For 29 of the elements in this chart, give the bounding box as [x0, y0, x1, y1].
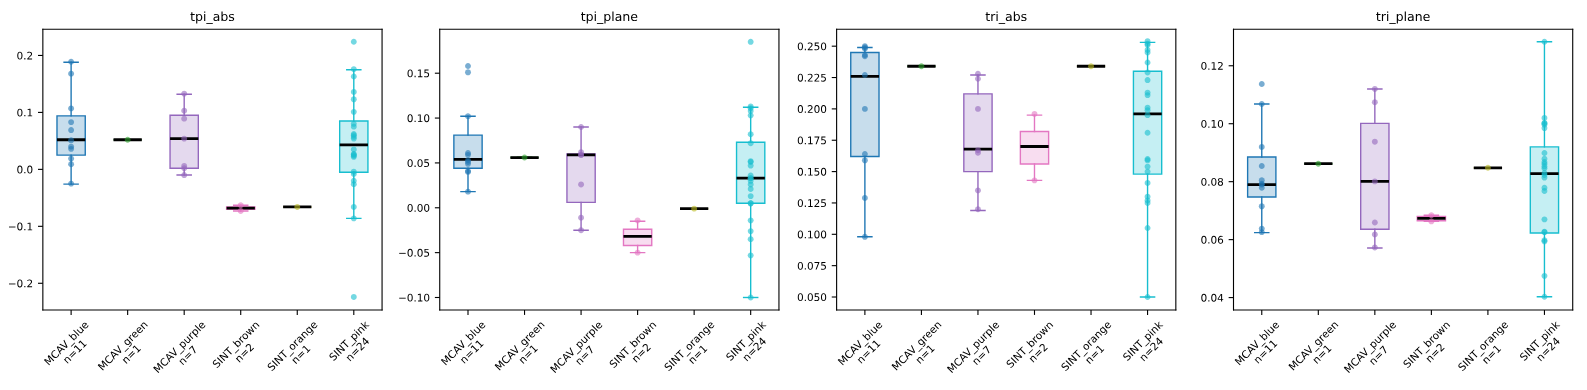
- y-tick-label: 0.250: [797, 42, 827, 51]
- y-tick-label: 0.2: [17, 51, 33, 60]
- y-tick-label: 0.04: [1201, 293, 1224, 302]
- y-tick-label: 0.050: [797, 293, 827, 302]
- y-tick-label: 0.1: [17, 108, 33, 117]
- y-tick-label: 0.00: [407, 204, 430, 212]
- y-tick-label: 0.225: [797, 73, 826, 82]
- y-tick-label: 0.175: [797, 136, 826, 145]
- y-tick-label: 0.075: [797, 261, 826, 270]
- y-tick-label: −0.1: [8, 222, 33, 231]
- y-tick-label: 0.150: [797, 167, 827, 176]
- y-tick-label: 0.125: [797, 199, 826, 208]
- y-tick-label: −0.05: [399, 248, 430, 257]
- y-tick-label: 0.05: [407, 159, 430, 168]
- y-tick-label: 0.08: [1201, 177, 1224, 186]
- y-tick-label: 0.10: [1201, 119, 1224, 128]
- y-tick-label: 0.10: [407, 114, 430, 123]
- chart-title: tpi_plane: [581, 11, 638, 24]
- y-tick-label: −0.10: [399, 293, 430, 302]
- y-tick-label: 0.100: [797, 230, 827, 239]
- chart-title: tri_plane: [1376, 11, 1430, 24]
- chart-title: tri_abs: [985, 11, 1027, 24]
- y-tick-label: 0.15: [407, 69, 430, 78]
- y-tick-label: 0.200: [797, 105, 827, 113]
- y-tick-label: −0.2: [8, 279, 33, 288]
- y-tick-label: 0.0: [17, 165, 33, 174]
- chart-title: tpi_abs: [190, 11, 235, 24]
- y-tick-label: 0.06: [1201, 235, 1224, 244]
- y-tick-label: 0.12: [1201, 61, 1223, 70]
